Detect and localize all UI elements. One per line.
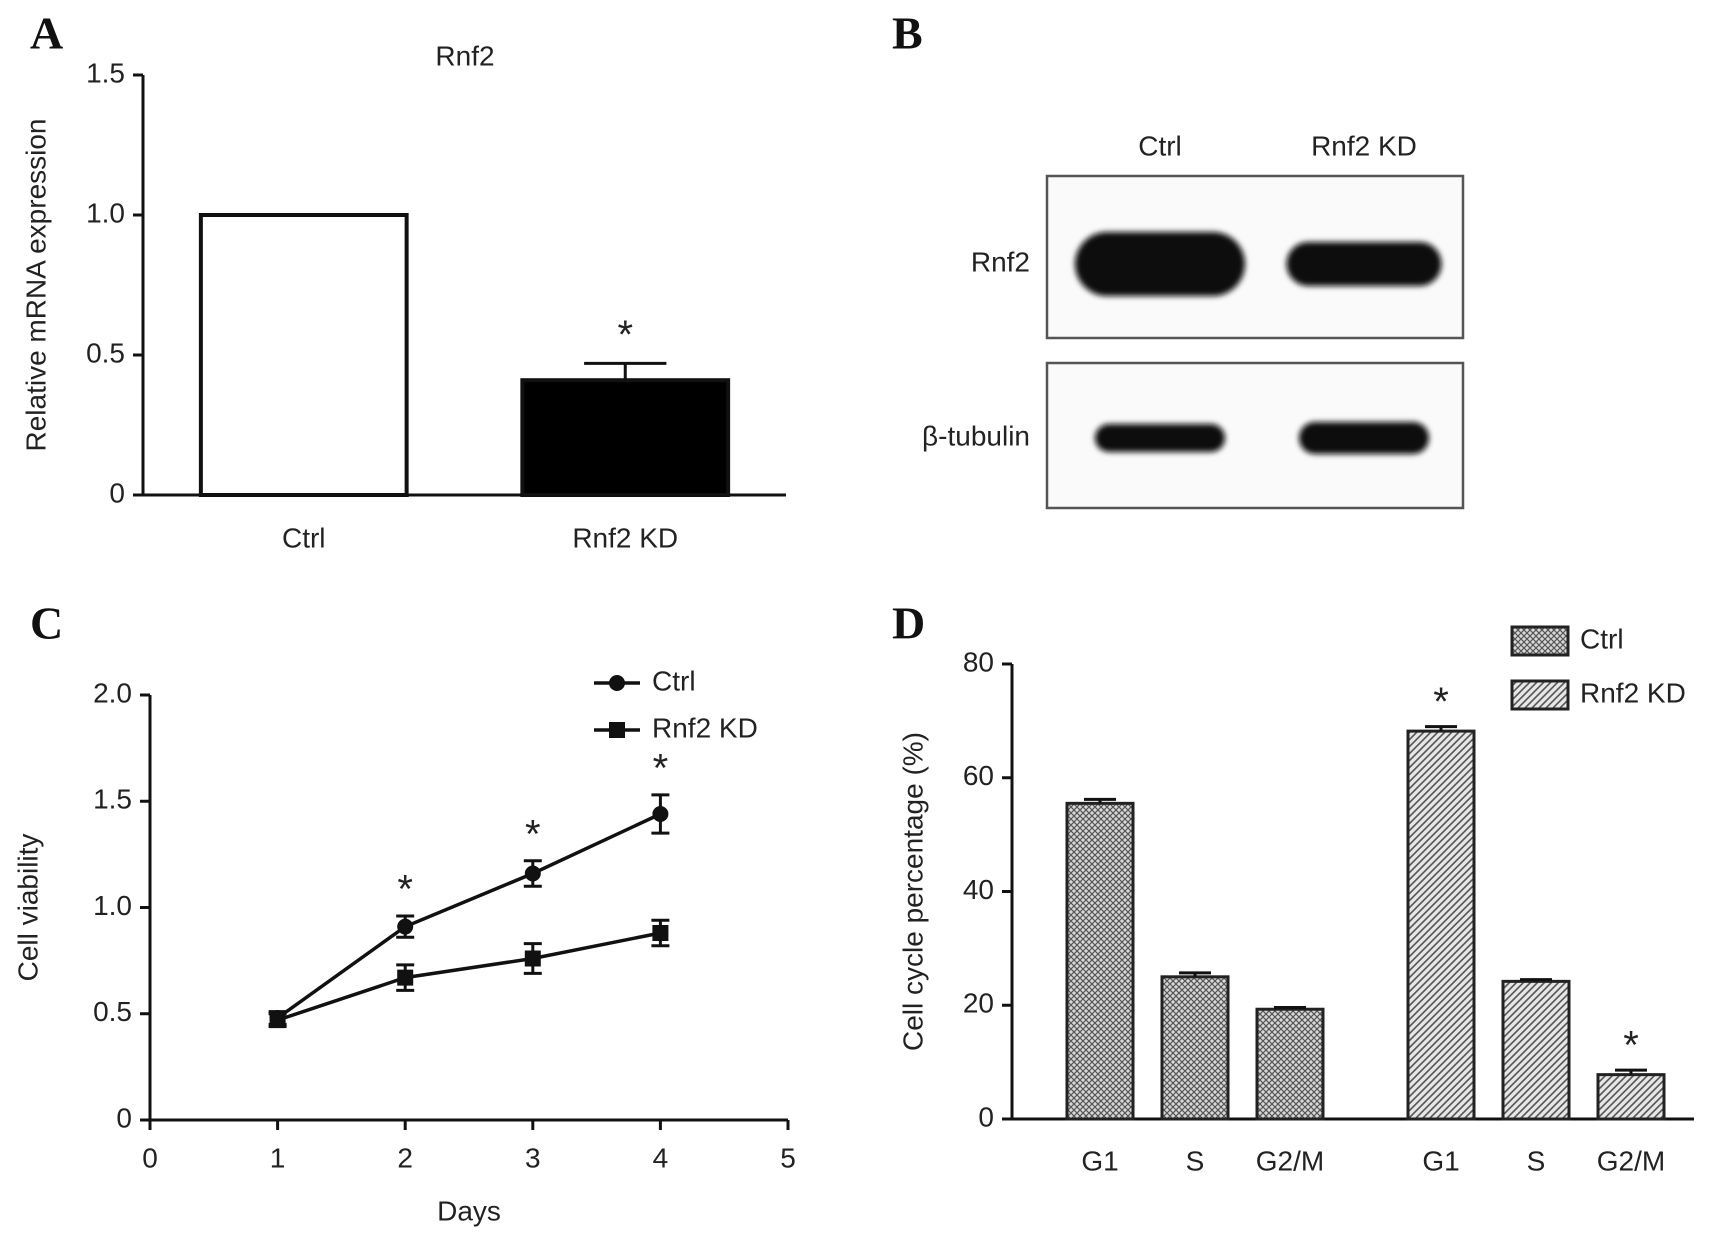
x-tick-label: G2/M xyxy=(1597,1145,1665,1176)
point xyxy=(397,918,414,935)
y-tick-label: 0 xyxy=(116,1102,132,1133)
y-tick-label: 1.0 xyxy=(86,197,125,228)
legend-swatch xyxy=(1510,679,1570,711)
y-tick-label: 0.5 xyxy=(86,337,125,368)
bar xyxy=(1501,979,1571,1121)
significance-star: * xyxy=(397,868,413,912)
series-line xyxy=(276,812,662,1020)
y-axis-label: Cell viability xyxy=(12,834,43,982)
bar xyxy=(1160,975,1230,1121)
significance-star: * xyxy=(653,746,669,790)
significance-star: * xyxy=(617,313,633,357)
legend-marker xyxy=(609,675,625,691)
legend-label: Rnf2 KD xyxy=(652,712,758,743)
bar xyxy=(1406,729,1476,1121)
bar xyxy=(520,378,731,498)
bar xyxy=(1255,1007,1325,1121)
x-tick-label: Rnf2 KD xyxy=(572,522,678,553)
blot-band xyxy=(1075,232,1245,296)
significance-star: * xyxy=(525,812,541,856)
x-tick-label: 5 xyxy=(780,1142,796,1173)
x-axis-label: Days xyxy=(437,1195,501,1226)
x-tick-label: S xyxy=(1527,1145,1546,1176)
y-tick-label: 60 xyxy=(963,760,994,791)
y-tick-label: 0.5 xyxy=(93,996,132,1027)
point xyxy=(397,969,414,986)
y-tick-label: 1.5 xyxy=(86,57,125,88)
blot-band xyxy=(1095,424,1225,452)
point xyxy=(524,950,541,967)
x-tick-label: G1 xyxy=(1081,1145,1118,1176)
point xyxy=(652,806,669,822)
y-axis-label: Relative mRNA expression xyxy=(20,118,51,451)
chart-title: Rnf2 xyxy=(435,40,494,71)
legend-label: Rnf2 KD xyxy=(1580,677,1686,708)
lane-label: Rnf2 KD xyxy=(1311,130,1417,161)
y-tick-label: 1.0 xyxy=(93,890,132,921)
panel-letter: C xyxy=(30,598,63,649)
significance-star: * xyxy=(1623,1024,1639,1068)
point xyxy=(269,1012,286,1029)
panel-letter: A xyxy=(30,8,63,59)
x-tick-label: G1 xyxy=(1422,1145,1459,1176)
blot-band xyxy=(1299,422,1429,454)
legend-marker xyxy=(609,722,625,738)
x-tick-label: 4 xyxy=(653,1142,669,1173)
bar xyxy=(1065,801,1135,1121)
x-tick-label: 2 xyxy=(397,1142,413,1173)
y-tick-label: 1.5 xyxy=(93,784,132,815)
y-axis-label: Cell cycle percentage (%) xyxy=(897,732,928,1051)
y-tick-label: 80 xyxy=(963,646,994,677)
y-tick-label: 40 xyxy=(963,874,994,905)
y-tick-label: 0 xyxy=(109,477,125,508)
legend-swatch xyxy=(1510,625,1570,657)
series-line xyxy=(277,931,661,1022)
x-tick-label: Ctrl xyxy=(282,522,326,553)
legend-label: Ctrl xyxy=(1580,623,1624,654)
significance-star: * xyxy=(1433,680,1449,724)
blot-band xyxy=(1286,242,1442,286)
bar xyxy=(198,213,409,497)
x-tick-label: 1 xyxy=(270,1142,286,1173)
y-tick-label: 2.0 xyxy=(93,677,132,708)
point xyxy=(652,925,669,941)
bar xyxy=(1596,1073,1666,1121)
x-tick-label: 0 xyxy=(142,1142,158,1173)
point xyxy=(524,865,541,882)
row-label: Rnf2 xyxy=(971,246,1030,277)
y-tick-label: 0 xyxy=(978,1101,994,1132)
x-tick-label: S xyxy=(1186,1145,1205,1176)
panel-letter: B xyxy=(892,8,923,59)
x-tick-label: 3 xyxy=(525,1142,541,1173)
y-tick-label: 20 xyxy=(963,988,994,1019)
x-tick-label: G2/M xyxy=(1256,1145,1324,1176)
legend-label: Ctrl xyxy=(652,665,696,696)
panel-letter: D xyxy=(892,598,925,649)
row-label: β-tubulin xyxy=(922,420,1030,451)
lane-label: Ctrl xyxy=(1138,130,1182,161)
